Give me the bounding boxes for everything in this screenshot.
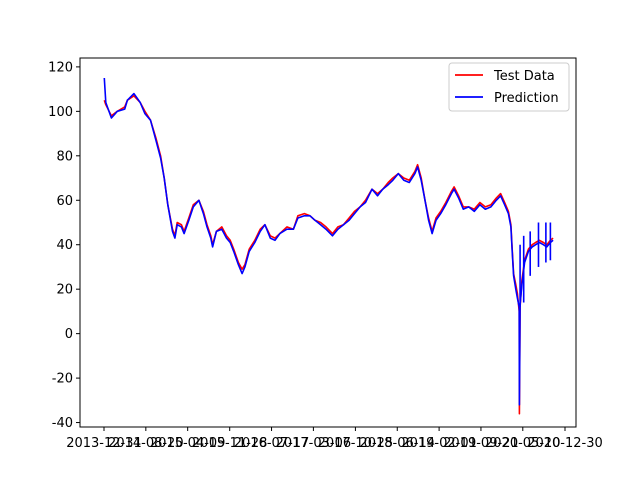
legend-label-test-data: Test Data xyxy=(493,69,555,84)
y-tick-label: 0 xyxy=(65,327,73,342)
x-tick-label: 2015-11-28 xyxy=(192,436,268,451)
y-tick-label: 120 xyxy=(48,60,73,75)
y-tick-label: 60 xyxy=(56,194,73,209)
x-tick-label: 2017-10-25 xyxy=(318,436,394,451)
legend-label-prediction: Prediction xyxy=(494,91,559,106)
series-line-prediction xyxy=(103,77,554,406)
x-tick-label: 2020-05-10 xyxy=(485,436,561,451)
plot-frame xyxy=(79,57,577,428)
y-axis-ticks: -40 -20 0 20 40 60 80 100 120 xyxy=(48,60,80,431)
y-tick-label: -40 xyxy=(52,416,73,431)
x-tick-label: 2017-03-06 xyxy=(276,436,352,451)
y-tick-label: 100 xyxy=(48,105,73,120)
plot-lines xyxy=(103,77,554,415)
x-tick-label: 2019-09-21 xyxy=(443,436,519,451)
y-tick-label: 40 xyxy=(56,238,73,253)
x-axis-ticks: 2013-12-312014-08-202015-04-092015-11-28… xyxy=(66,427,603,451)
y-tick-label: -20 xyxy=(52,372,73,387)
x-tick-label: 2019-02-01 xyxy=(401,436,477,451)
x-tick-label: 2015-04-09 xyxy=(150,436,226,451)
legend: Test Data Prediction xyxy=(448,62,570,112)
x-tick-label: 2013-12-31 xyxy=(66,436,142,451)
y-tick-label: 20 xyxy=(56,283,73,298)
x-tick-label: 2016-07-17 xyxy=(234,436,310,451)
x-tick-label: 2020-12-30 xyxy=(527,436,603,451)
x-tick-label: 2014-08-20 xyxy=(108,436,184,451)
x-tick-label: 2018-06-14 xyxy=(359,436,435,451)
y-tick-label: 80 xyxy=(56,149,73,164)
